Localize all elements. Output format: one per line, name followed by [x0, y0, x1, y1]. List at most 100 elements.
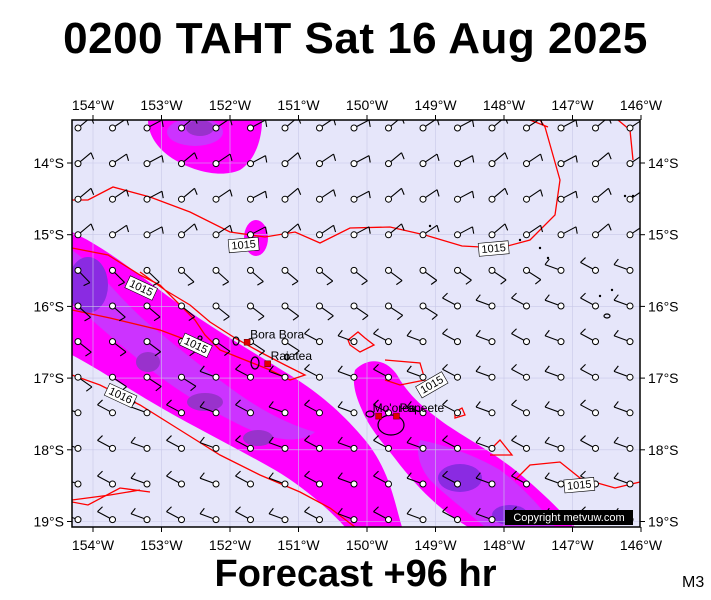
station-circle: [74, 195, 82, 203]
lon-label-bottom: 149°W: [414, 537, 457, 553]
wind-barb: [442, 470, 461, 488]
station-circle: [281, 160, 289, 168]
wind-barb: [488, 266, 507, 285]
barb-feather: [155, 386, 162, 392]
station-circle: [454, 231, 461, 239]
station-circle: [454, 373, 461, 381]
rain-band-main-heavy: [136, 352, 160, 372]
barb-feather: [166, 399, 172, 406]
wind-barb: [109, 302, 126, 322]
station-circle: [488, 302, 496, 310]
barb-feather: [475, 329, 481, 337]
wind-barb: [419, 224, 440, 239]
barb-feather: [442, 328, 448, 335]
wind-barb: [199, 365, 220, 381]
barb-feather: [190, 385, 197, 392]
isobar-label-text: 1015: [481, 242, 506, 256]
barb-feather: [235, 470, 241, 477]
wind-barb: [109, 338, 127, 357]
wind-barb: [544, 365, 565, 381]
station-circle: [488, 160, 496, 168]
wind-barb: [178, 266, 195, 286]
wind-barb: [406, 365, 427, 381]
station-circle: [419, 231, 427, 239]
rain-band-east-heavy: [438, 464, 482, 492]
station-circle: [592, 409, 599, 417]
wind-barb: [199, 401, 220, 417]
atoll-dot: [538, 246, 542, 250]
wind-barb: [350, 120, 371, 132]
wind-barb: [511, 328, 530, 346]
station-circle: [143, 231, 151, 239]
wind-barb: [523, 153, 544, 168]
wind-barb: [178, 302, 196, 322]
wind-barb: [406, 436, 427, 452]
wind-barb: [442, 435, 461, 452]
barb-feather: [84, 316, 91, 322]
wind-barb: [337, 472, 358, 488]
barb-feather: [442, 506, 448, 513]
barb-feather: [406, 401, 412, 408]
barb-feather: [154, 351, 161, 357]
barb-feather: [291, 280, 299, 286]
station-circle: [74, 302, 82, 310]
barb-feather: [475, 365, 481, 372]
isobar-1015-papeete: [347, 331, 376, 353]
barb-feather: [304, 470, 310, 477]
wind-barb: [419, 302, 438, 320]
wind-barb: [544, 401, 565, 417]
station-circle: [419, 124, 427, 132]
wind-barb: [580, 435, 599, 452]
wind-barb: [613, 258, 634, 274]
barb-feather: [613, 365, 619, 372]
station-circle: [592, 231, 599, 239]
wind-barb: [281, 266, 299, 286]
copyright-text: Copyright metvuw.com: [513, 512, 624, 524]
wind-barb: [97, 399, 116, 417]
wind-barb: [613, 329, 634, 346]
station-circle: [592, 338, 599, 346]
wind-barb: [626, 191, 640, 203]
wind-barb: [109, 373, 127, 392]
station-circle: [212, 195, 220, 203]
rain-band-east-light: [353, 361, 575, 527]
barb-feather: [613, 401, 619, 408]
station-circle: [454, 444, 461, 452]
barb-feather: [126, 120, 130, 126]
copyright-background: [505, 510, 633, 525]
barb-feather: [292, 315, 300, 321]
wind-barb: [350, 155, 371, 168]
station-circle: [350, 160, 358, 168]
barb-feather: [189, 351, 196, 357]
isobar-label-text: 1015: [231, 238, 256, 252]
wind-barb: [304, 328, 323, 346]
wind-barb: [592, 152, 612, 168]
station-circle: [488, 338, 496, 346]
station-circle: [557, 124, 565, 132]
atoll-dot: [546, 256, 550, 260]
lon-label-top: 154°W: [72, 97, 115, 113]
barb-feather: [304, 363, 310, 370]
barb-feather: [396, 280, 403, 286]
wind-barb: [544, 436, 565, 452]
barb-feather: [293, 350, 300, 356]
wind-barb: [511, 399, 530, 417]
barb-feather: [406, 436, 412, 443]
isobar-label-box: [563, 477, 596, 494]
barb-feather: [540, 153, 544, 161]
wind-barb: [373, 363, 392, 381]
station-circle: [178, 231, 185, 239]
barb-feather: [401, 152, 405, 160]
barb-feather: [511, 470, 517, 477]
station-circle: [316, 124, 323, 132]
wind-barb: [178, 373, 197, 392]
barb-feather: [153, 316, 161, 322]
barb-feather: [268, 401, 274, 408]
barb-feather: [504, 223, 509, 231]
barb-feather: [97, 470, 103, 477]
barb-feather: [511, 292, 517, 299]
wind-barb: [475, 436, 496, 452]
barb-feather: [130, 507, 136, 515]
rain-band-main-heavy: [72, 257, 108, 313]
